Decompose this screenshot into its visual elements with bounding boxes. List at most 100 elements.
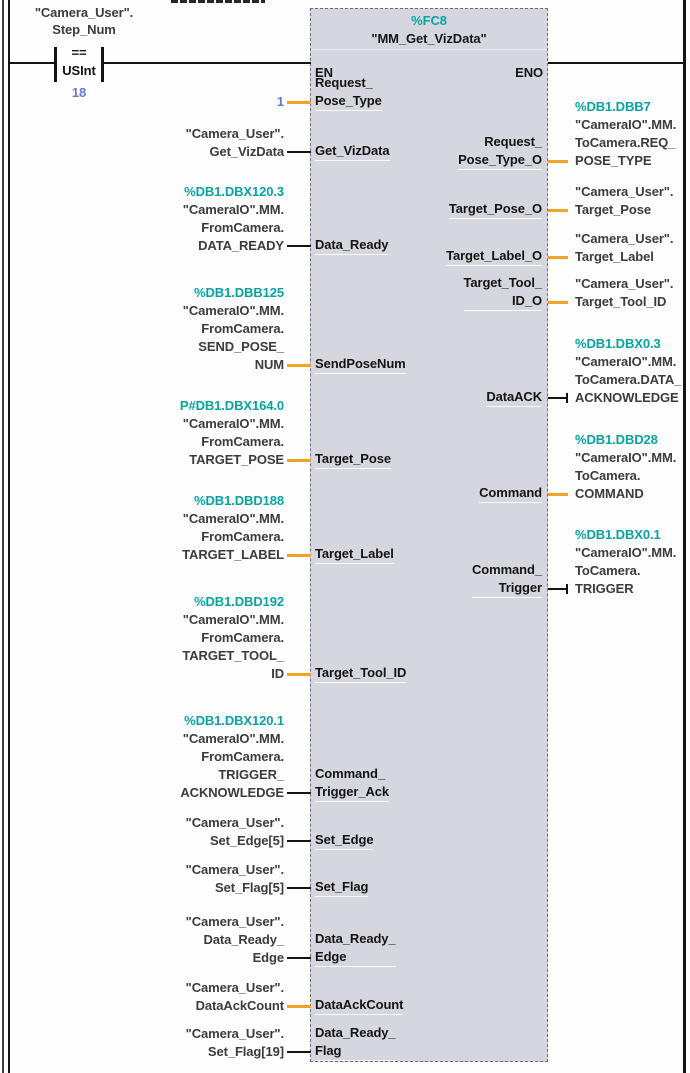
pin-target-tool-id-o[interactable]: Target_Tool_ ID_O — [463, 274, 542, 311]
operand-line: TARGET_TOOL_ — [182, 648, 284, 663]
operand-line: ID_O — [512, 293, 542, 308]
pin-data-ready[interactable]: Data_Ready — [315, 236, 389, 255]
operand-line: Data_Ready_ — [315, 1025, 396, 1040]
operand-line: "Camera_User". — [185, 862, 284, 877]
pin-request-pose-type[interactable]: Request_ Pose_Type — [315, 74, 382, 111]
fc-block-mm-get-vizdata[interactable]: %FC8 "MM_Get_VizData" EN ENO — [310, 8, 548, 1062]
pin-target-label-o[interactable]: Target_Label_O — [446, 247, 542, 266]
operand-line: SendPoseNum — [315, 356, 406, 371]
contact-data-type[interactable]: USInt — [62, 63, 96, 78]
operand-line: "CameraIO".MM. — [182, 731, 284, 746]
pin-data-ready-edge[interactable]: Data_Ready_ Edge — [315, 930, 396, 967]
operand-target-pose[interactable]: P#DB1.DBX164.0 "CameraIO".MM. FromCamera. T… — [180, 397, 284, 469]
operand-set-flag[interactable]: "Camera_User". Set_Flag[5] — [186, 861, 284, 897]
operand-data-ready-flag[interactable]: "Camera_User". Set_Flag[19] — [186, 1025, 284, 1061]
pin-target-tool-id[interactable]: Target_Tool_ID — [315, 664, 406, 683]
operand-line: Get_VizData — [209, 144, 284, 159]
eno-pin-label[interactable]: ENO — [515, 65, 543, 80]
pin-command[interactable]: Command — [479, 484, 542, 503]
operand-target-label-o[interactable]: "Camera_User". Target_Label — [575, 230, 673, 266]
pin-set-flag[interactable]: Set_Flag — [315, 878, 368, 897]
operand-command-trigger-ack[interactable]: %DB1.DBX120.1 "CameraIO".MM. FromCamera. TR… — [180, 712, 284, 802]
operand-get-vizdata[interactable]: "Camera_User". Get_VizData — [186, 125, 284, 161]
pin-wire-get-vizdata — [287, 151, 311, 153]
operand-line: Target_Pose_O — [448, 201, 542, 216]
operand-line: Set_Edge — [315, 832, 374, 847]
operand-line: %DB1.DBX120.1 — [184, 713, 284, 728]
operand-command[interactable]: %DB1.DBD28 "CameraIO".MM. ToCamera. COMMAND — [575, 431, 676, 503]
contact-compare-value[interactable]: 18 — [71, 85, 87, 100]
operand-command-trigger[interactable]: %DB1.DBX0.1 "CameraIO".MM. ToCamera. TRIGGE… — [575, 526, 676, 598]
pin-wire-request-pose-type — [287, 101, 311, 104]
operand-line: COMMAND — [575, 486, 644, 501]
pin-set-edge[interactable]: Set_Edge — [315, 831, 374, 850]
operand-target-tool-id-o[interactable]: "Camera_User". Target_Tool_ID — [575, 275, 673, 311]
pin-dataack[interactable]: DataACK — [486, 388, 542, 407]
pin-command-trigger-ack[interactable]: Command_ Trigger_Ack — [315, 765, 389, 802]
operand-dataack[interactable]: %DB1.DBX0.3 "CameraIO".MM. ToCamera.DATA_ A… — [575, 335, 681, 407]
operand-line: Target_Label — [315, 546, 394, 561]
pin-wire-target-tool-id — [287, 673, 311, 676]
operand-data-ready-edge[interactable]: "Camera_User". Data_Ready_ Edge — [186, 913, 284, 967]
pin-wire-data-ready-flag — [287, 1051, 311, 1053]
fc-block-header[interactable]: %FC8 "MM_Get_VizData" — [311, 9, 547, 50]
operand-data-ready[interactable]: %DB1.DBX120.3 "CameraIO".MM. FromCamera. DA… — [183, 183, 284, 255]
operand-line: %DB1.DBD192 — [194, 594, 284, 609]
pin-wire-set-flag — [287, 887, 311, 889]
operand-request-pose-type-o[interactable]: %DB1.DBB7 "CameraIO".MM. ToCamera.REQ_ POSE… — [575, 98, 676, 170]
operand-line: Data_Ready — [315, 237, 389, 252]
operand-line: Command_ — [315, 766, 385, 781]
contact-operand-line: Step_Num — [52, 22, 116, 37]
operand-sendposenum[interactable]: %DB1.DBB125 "CameraIO".MM. FromCamera. SEND… — [183, 284, 284, 374]
operand-line: Trigger — [498, 580, 542, 595]
rung-wire-rail-to-contact — [10, 62, 54, 64]
operand-target-pose-o[interactable]: "Camera_User". Target_Pose — [575, 183, 673, 219]
operand-line: Flag — [315, 1043, 342, 1058]
pin-wire-request-pose-type-o — [548, 160, 568, 163]
operand-line: Request_ — [315, 75, 373, 90]
rung-wire-eno-to-rail — [548, 62, 684, 64]
operand-request-pose-type[interactable]: 1 — [277, 93, 284, 111]
operand-line: ToCamera. — [575, 563, 641, 578]
pin-target-pose[interactable]: Target_Pose — [315, 450, 391, 469]
fc-block-address: %FC8 — [411, 13, 447, 28]
operand-line: ACKNOWLEDGE — [180, 785, 284, 800]
assign-tick-command-trigger — [566, 584, 568, 594]
operand-line: FromCamera. — [201, 434, 284, 449]
operand-line: TARGET_LABEL — [182, 547, 284, 562]
en-pin-label[interactable]: EN — [315, 65, 333, 80]
operand-dataackcount[interactable]: "Camera_User". DataAckCount — [186, 979, 284, 1015]
operand-line: Set_Edge[5] — [209, 833, 284, 848]
editor-left-border — [2, 0, 4, 1073]
contact-operand[interactable]: "Camera_User". Step_Num — [0, 4, 168, 38]
operand-target-tool-id[interactable]: %DB1.DBD192 "CameraIO".MM. FromCamera. TARG… — [182, 593, 284, 683]
pin-target-pose-o[interactable]: Target_Pose_O — [448, 200, 542, 219]
operand-line: ToCamera. — [575, 468, 641, 483]
pin-sendposenum[interactable]: SendPoseNum — [315, 355, 406, 374]
operand-line: DataAckCount — [195, 998, 284, 1013]
operand-line: "CameraIO".MM. — [575, 545, 677, 560]
operand-line: Target_Label_O — [446, 248, 542, 263]
operand-target-label[interactable]: %DB1.DBD188 "CameraIO".MM. FromCamera. TARG… — [182, 492, 284, 564]
pin-request-pose-type-o[interactable]: Request_ Pose_Type_O — [458, 133, 542, 170]
operand-set-edge[interactable]: "Camera_User". Set_Edge[5] — [186, 814, 284, 850]
pin-command-trigger[interactable]: Command_ Trigger — [472, 561, 542, 598]
operand-line: "CameraIO".MM. — [575, 450, 677, 465]
operand-line: FromCamera. — [201, 220, 284, 235]
operand-line: %DB1.DBX0.1 — [575, 527, 661, 542]
operand-line: "Camera_User". — [185, 126, 284, 141]
pin-dataackcount[interactable]: DataAckCount — [315, 996, 403, 1015]
pin-wire-sendposenum — [287, 364, 311, 367]
pin-get-vizdata[interactable]: Get_VizData — [315, 142, 390, 161]
pin-wire-target-label-o — [548, 256, 568, 259]
contact-left-bar — [54, 47, 57, 82]
operand-line: %DB1.DBB7 — [575, 99, 651, 114]
operand-line: "CameraIO".MM. — [575, 354, 677, 369]
pin-data-ready-flag[interactable]: Data_Ready_ Flag — [315, 1024, 396, 1061]
operand-line: POSE_TYPE — [575, 153, 652, 168]
operand-line: DATA_READY — [198, 238, 284, 253]
left-power-rail — [8, 0, 10, 1073]
pin-target-label[interactable]: Target_Label — [315, 545, 394, 564]
operand-line: Target_Tool_ID — [575, 294, 667, 309]
